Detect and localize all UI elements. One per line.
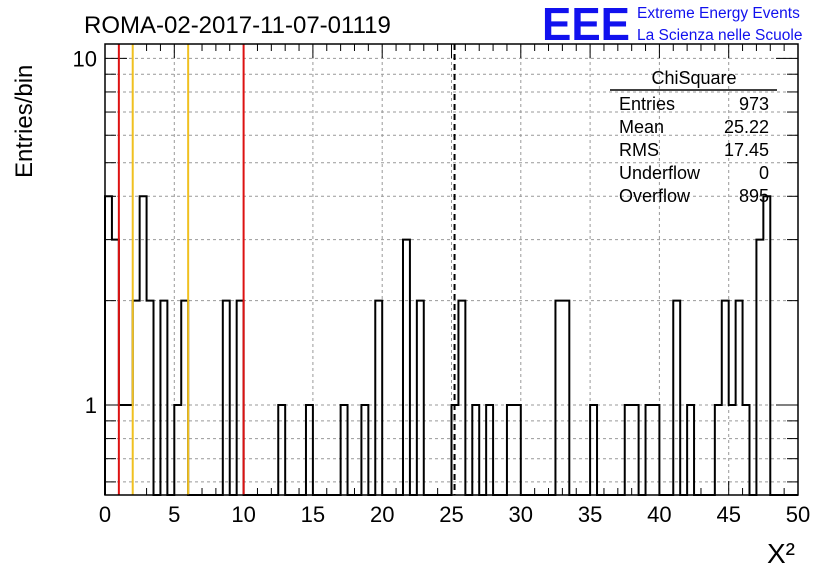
reference-lines xyxy=(117,44,456,495)
logo-line-1: Extreme Energy Events xyxy=(637,5,800,22)
plot-frame xyxy=(104,43,799,496)
stats-row-value: 895 xyxy=(739,186,769,206)
eee-logo-mark: EEE xyxy=(542,0,630,50)
stats-title: ChiSquare xyxy=(651,68,736,88)
x-tick-label: 45 xyxy=(716,502,740,527)
logo-line-2: La Scienza nelle Scuole xyxy=(637,27,802,44)
x-axis-label: X² xyxy=(767,538,795,569)
x-tick-label: 20 xyxy=(370,502,394,527)
x-tick-label: 0 xyxy=(99,502,111,527)
x-tick-label: 10 xyxy=(231,502,255,527)
stats-row-label: RMS xyxy=(619,140,659,160)
grid xyxy=(105,44,798,495)
stats-row-label: Overflow xyxy=(619,186,691,206)
run-title: ROMA-02-2017-11-07-01119 xyxy=(84,12,391,39)
stats-row-label: Entries xyxy=(619,94,675,114)
y-axis-label: Entries/bin xyxy=(11,65,38,178)
y-tick-label: 1 xyxy=(85,393,97,418)
x-tick-label: 35 xyxy=(578,502,602,527)
stats-row-value: 17.45 xyxy=(724,140,769,160)
x-tick-label: 40 xyxy=(647,502,671,527)
stats-row-value: 0 xyxy=(759,163,769,183)
stats-rows: Entries 973 Mean 25.22 RMS 17.45 Underflow 0 Ove… xyxy=(619,94,769,206)
x-tick-label: 50 xyxy=(786,502,810,527)
stats-box: ChiSquare Entries 973 Mean 25.22 RMS 17.45 Und… xyxy=(610,68,777,206)
x-tick-label: 5 xyxy=(168,502,180,527)
x-tick-label: 15 xyxy=(301,502,325,527)
stats-row-label: Mean xyxy=(619,117,664,137)
stats-row-value: 973 xyxy=(739,94,769,114)
stats-row-value: 25.22 xyxy=(724,117,769,137)
stats-row-label: Underflow xyxy=(619,163,701,183)
x-tick-label: 25 xyxy=(439,502,463,527)
axis-tick-labels: 0 5 10 15 20 25 30 35 40 45 50 1 10 xyxy=(73,46,811,527)
x-tick-label: 30 xyxy=(509,502,533,527)
y-tick-label: 10 xyxy=(73,46,97,71)
